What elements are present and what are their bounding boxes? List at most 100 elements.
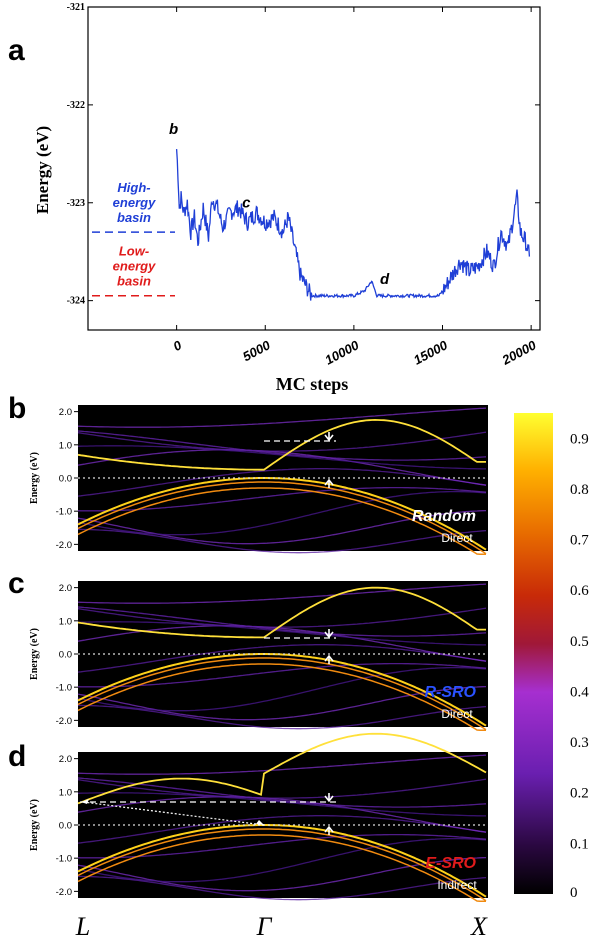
y-tick-label: -323 xyxy=(67,198,85,209)
gap-type-label: Direct xyxy=(441,707,473,721)
gap-type-label: Indirect xyxy=(437,878,477,892)
colorbar-tick-label: 0 xyxy=(570,885,578,901)
panel-b-label: b xyxy=(8,392,26,425)
band-line-faint xyxy=(77,407,487,428)
band-y-tick-label: -2.0 xyxy=(56,540,72,551)
colorbar xyxy=(514,413,553,894)
colorbar-tick-label: 0.1 xyxy=(570,836,589,852)
band-line-faint xyxy=(77,468,487,497)
gap-arrow-up xyxy=(324,825,334,835)
band-panel-c: 2.0 1.0 0.0 -1.0 -2.0 Energy (eV) R-SRO Direct xyxy=(29,581,488,732)
basin-label: basin xyxy=(117,274,151,289)
band-y-tick-label: 0.0 xyxy=(59,650,72,661)
band-line-faint xyxy=(77,490,487,536)
panel-a-label: a xyxy=(8,34,25,67)
k-label-L: L xyxy=(75,912,90,941)
basin-label: energy xyxy=(113,195,156,210)
band-line-faint xyxy=(77,662,487,688)
band-line-faint xyxy=(77,644,487,673)
band-line-faint xyxy=(77,777,487,808)
basin-label: energy xyxy=(113,259,156,274)
band-line-faint xyxy=(77,431,487,452)
band-line-faint xyxy=(78,875,487,901)
band-y-tick-label: 1.0 xyxy=(59,787,72,798)
x-tick-label: 20000 xyxy=(499,337,540,368)
indirect-arrow-tail xyxy=(256,820,264,825)
band-line-faint xyxy=(77,833,487,859)
band-y-tick-label: -1.0 xyxy=(56,683,72,694)
colorbar-tick-label: 0.8 xyxy=(570,482,589,498)
band-y-tick-label: 1.0 xyxy=(59,616,72,627)
indirect-arrow-head xyxy=(81,799,89,804)
band-line-faint xyxy=(77,666,487,712)
structure-label: E-SRO xyxy=(425,855,476,872)
valence-band-line xyxy=(77,828,487,902)
band-line-faint xyxy=(77,607,487,628)
band-line-faint xyxy=(77,509,487,545)
x-tick-label: 0 xyxy=(171,337,185,354)
band-y-tick-label: 2.0 xyxy=(59,754,72,765)
valence-band-line xyxy=(77,657,487,731)
band-y-tick-label: 0.0 xyxy=(59,821,72,832)
energy-trace-panel: -321 -322 -323 -324 0 5000 10000 15000 20000 Hi… xyxy=(33,2,541,394)
band-panel-b: 2.0 1.0 0.0 -1.0 -2.0 Energy (eV) Random Direct xyxy=(29,405,488,556)
band-y-tick-label: -2.0 xyxy=(56,887,72,898)
x-axis-label: MC steps xyxy=(276,374,349,394)
y-tick-label: -324 xyxy=(67,296,85,307)
basin-label: Low- xyxy=(119,244,149,259)
band-line-faint xyxy=(77,778,487,799)
gap-arrow-down xyxy=(324,629,334,639)
y-axis-label: Energy (eV) xyxy=(33,126,52,214)
band-y-tick-label: -1.0 xyxy=(56,507,72,518)
colorbar-tick-label: 0.7 xyxy=(570,533,589,549)
gap-arrow-down xyxy=(324,432,334,442)
band-y-tick-label: -1.0 xyxy=(56,854,72,865)
point-annotation: c xyxy=(242,195,251,212)
x-tick-label: 10000 xyxy=(322,337,362,368)
band-y-tick-label: 1.0 xyxy=(59,440,72,451)
band-line-faint xyxy=(78,528,487,554)
k-label-Gamma: Γ xyxy=(256,912,273,941)
structure-label: Random xyxy=(412,508,476,525)
structure-label: R-SRO xyxy=(424,684,476,701)
band-line-faint xyxy=(77,430,487,461)
band-line-faint xyxy=(77,445,486,470)
band-line-faint xyxy=(78,704,487,730)
valence-band-line xyxy=(77,824,487,898)
basin-label: High- xyxy=(117,180,150,195)
conduction-band-line xyxy=(77,732,487,805)
y-tick-label: -321 xyxy=(67,2,85,13)
gap-type-label: Direct xyxy=(441,531,473,545)
conduction-band-line xyxy=(77,586,486,639)
k-label-X: X xyxy=(470,912,488,941)
valence-band-line xyxy=(77,481,487,555)
band-line-faint xyxy=(77,621,486,646)
band-y-axis-label: Energy (eV) xyxy=(29,799,40,851)
y-tick-label: -322 xyxy=(67,100,85,111)
x-tick-label: 15000 xyxy=(411,337,451,368)
colorbar-tick-label: 0.2 xyxy=(570,786,589,802)
band-line-faint xyxy=(77,583,487,604)
band-line-faint xyxy=(77,449,487,486)
panel-d-label: d xyxy=(8,740,26,773)
band-y-axis-label: Energy (eV) xyxy=(29,452,40,504)
gap-arrow-up xyxy=(324,478,334,488)
band-line-faint xyxy=(77,837,487,883)
band-line-faint xyxy=(77,754,487,775)
point-annotation: d xyxy=(380,271,390,288)
band-y-tick-label: -2.0 xyxy=(56,716,72,727)
point-annotation: b xyxy=(169,121,178,138)
valence-band-line xyxy=(77,487,486,556)
band-y-tick-label: 2.0 xyxy=(59,583,72,594)
colorbar-tick-label: 0.6 xyxy=(570,583,589,599)
band-line-faint xyxy=(77,815,487,844)
gap-arrow-up xyxy=(324,654,334,664)
band-y-tick-label: 0.0 xyxy=(59,474,72,485)
conduction-band-line xyxy=(77,418,486,471)
band-line-faint xyxy=(77,606,487,637)
band-panel-d: 2.0 1.0 0.0 -1.0 -2.0 Energy (eV) E-SRO Indirec… xyxy=(29,732,488,903)
valence-band-line xyxy=(77,477,487,551)
gap-arrow-down xyxy=(324,793,334,803)
band-y-axis-label: Energy (eV) xyxy=(29,628,40,680)
